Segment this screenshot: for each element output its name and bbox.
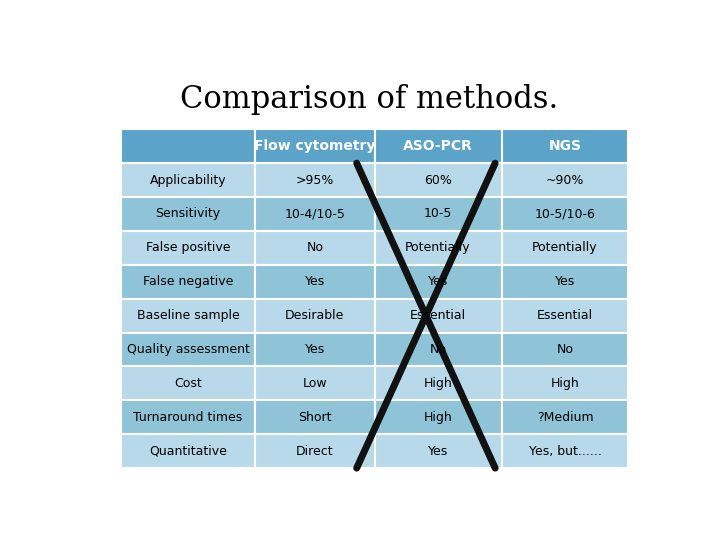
Bar (121, 129, 256, 163)
Bar (374, 231, 502, 265)
Bar (374, 265, 502, 299)
Text: High: High (423, 411, 452, 424)
Text: Cost: Cost (174, 377, 202, 390)
Text: Short: Short (298, 411, 332, 424)
Bar (121, 197, 256, 231)
Bar (374, 367, 502, 400)
Text: High: High (423, 377, 452, 390)
Text: ~90%: ~90% (546, 173, 584, 187)
Bar (121, 367, 256, 400)
Bar (502, 333, 629, 367)
Text: Potentially: Potentially (405, 241, 471, 254)
Bar (374, 163, 502, 197)
Text: Turnaround times: Turnaround times (133, 411, 243, 424)
Bar (374, 129, 502, 163)
Bar (256, 434, 374, 468)
Bar (502, 231, 629, 265)
Bar (502, 163, 629, 197)
Bar (256, 333, 374, 367)
Bar (502, 299, 629, 333)
Text: Applicability: Applicability (150, 173, 226, 187)
Text: Potentially: Potentially (532, 241, 598, 254)
Bar (121, 400, 256, 434)
Text: Sensitivity: Sensitivity (156, 207, 220, 220)
Bar (502, 129, 629, 163)
Bar (121, 333, 256, 367)
Bar (256, 163, 374, 197)
Bar (374, 400, 502, 434)
Text: High: High (551, 377, 580, 390)
Text: False positive: False positive (145, 241, 230, 254)
Text: No: No (557, 343, 574, 356)
Bar (256, 197, 374, 231)
Bar (374, 333, 502, 367)
Text: Direct: Direct (296, 444, 334, 458)
Text: Essential: Essential (410, 309, 466, 322)
Text: False negative: False negative (143, 275, 233, 288)
Bar (256, 299, 374, 333)
Text: Quantitative: Quantitative (149, 444, 227, 458)
Text: No: No (307, 241, 323, 254)
Bar (121, 434, 256, 468)
Bar (256, 265, 374, 299)
Bar (502, 434, 629, 468)
Text: Yes: Yes (305, 275, 325, 288)
Text: No: No (430, 343, 446, 356)
Text: Yes: Yes (428, 275, 448, 288)
Bar (374, 434, 502, 468)
Bar (374, 299, 502, 333)
Bar (502, 197, 629, 231)
Bar (121, 231, 256, 265)
Text: Low: Low (302, 377, 327, 390)
Text: Quality assessment: Quality assessment (127, 343, 249, 356)
Text: Yes, but......: Yes, but...... (528, 444, 601, 458)
Bar (502, 367, 629, 400)
Text: ASO-PCR: ASO-PCR (403, 139, 473, 153)
Text: Flow cytometry: Flow cytometry (254, 139, 376, 153)
Bar (121, 299, 256, 333)
Text: Yes: Yes (555, 275, 575, 288)
Bar (256, 129, 374, 163)
Bar (256, 400, 374, 434)
Text: >95%: >95% (296, 173, 334, 187)
Bar (374, 197, 502, 231)
Text: Comparison of methods.: Comparison of methods. (180, 84, 558, 114)
Text: Essential: Essential (537, 309, 593, 322)
Bar (121, 163, 256, 197)
Text: Desirable: Desirable (285, 309, 345, 322)
Text: Yes: Yes (428, 444, 448, 458)
Bar (502, 265, 629, 299)
Text: Yes: Yes (305, 343, 325, 356)
Bar (121, 265, 256, 299)
Text: 60%: 60% (424, 173, 452, 187)
Text: 10-4/10-5: 10-4/10-5 (284, 207, 346, 220)
Text: 10-5/10-6: 10-5/10-6 (534, 207, 595, 220)
Bar (256, 231, 374, 265)
Text: 10-5: 10-5 (424, 207, 452, 220)
Text: ?Medium: ?Medium (536, 411, 593, 424)
Bar (256, 367, 374, 400)
Text: NGS: NGS (549, 139, 582, 153)
Bar (502, 400, 629, 434)
Text: Baseline sample: Baseline sample (137, 309, 239, 322)
